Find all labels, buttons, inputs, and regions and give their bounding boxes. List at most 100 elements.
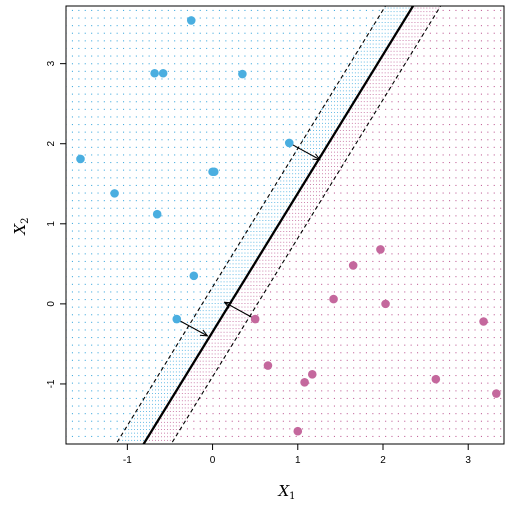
margin-dot <box>187 378 189 380</box>
margin-dot <box>161 439 162 441</box>
margin-dot <box>304 140 305 142</box>
margin-dot <box>220 274 222 276</box>
grid-dot <box>91 435 93 437</box>
grid-dot <box>442 222 444 224</box>
margin-dot <box>250 288 252 290</box>
margin-dot <box>274 212 276 214</box>
grid-dot <box>378 344 380 346</box>
grid-dot <box>493 306 495 308</box>
margin-dot <box>319 166 320 167</box>
grid-dot <box>97 9 99 11</box>
margin-dot <box>167 371 168 373</box>
grid-dot <box>487 291 489 293</box>
margin-dot <box>137 436 138 438</box>
grid-dot <box>129 230 131 232</box>
grid-dot <box>218 367 220 369</box>
grid-dot <box>436 367 438 369</box>
grid-dot <box>71 352 73 354</box>
grid-dot <box>378 230 380 232</box>
grid-dot <box>238 413 240 415</box>
grid-dot <box>442 352 444 354</box>
grid-dot <box>257 78 259 80</box>
grid-dot <box>468 116 470 118</box>
grid-dot <box>461 405 463 407</box>
margin-dot <box>235 270 237 272</box>
grid-dot <box>91 276 93 278</box>
margin-dot <box>286 216 288 218</box>
grid-dot <box>244 124 246 126</box>
grid-dot <box>129 268 131 270</box>
margin-dot <box>169 429 171 430</box>
grid-dot <box>218 169 220 171</box>
margin-dot <box>229 346 231 348</box>
grid-dot <box>167 192 169 194</box>
grid-dot <box>429 162 431 164</box>
grid-dot <box>212 207 214 209</box>
grid-dot <box>474 222 476 224</box>
grid-dot <box>353 367 355 369</box>
grid-dot <box>423 222 425 224</box>
grid-dot <box>468 283 470 285</box>
grid-dot <box>238 382 240 384</box>
grid-dot <box>231 93 233 95</box>
grid-dot <box>206 63 208 65</box>
margin-dot <box>208 364 210 366</box>
grid-dot <box>372 192 374 194</box>
grid-dot <box>500 337 502 339</box>
grid-dot <box>295 124 297 126</box>
margin-dot <box>205 331 207 333</box>
grid-dot <box>302 93 304 95</box>
grid-dot <box>161 344 163 346</box>
grid-dot <box>359 200 361 202</box>
grid-dot <box>276 420 278 422</box>
grid-dot <box>449 192 451 194</box>
grid-dot <box>270 337 272 339</box>
margin-dot <box>283 191 285 193</box>
grid-dot <box>186 169 188 171</box>
margin-dot <box>193 396 195 398</box>
grid-dot <box>365 314 367 316</box>
grid-dot <box>449 405 451 407</box>
grid-dot <box>180 329 182 331</box>
grid-dot <box>225 17 227 19</box>
grid-dot <box>302 314 304 316</box>
grid-dot <box>385 230 387 232</box>
grid-dot <box>295 131 297 133</box>
grid-dot <box>308 238 310 240</box>
grid-dot <box>91 86 93 88</box>
margin-dot <box>208 306 210 308</box>
grid-dot <box>487 124 489 126</box>
margin-dot <box>184 335 186 337</box>
grid-dot <box>493 435 495 437</box>
margin-dot <box>286 252 288 254</box>
margin-dot <box>167 385 168 387</box>
margin-dot <box>172 414 174 416</box>
grid-dot <box>487 215 489 217</box>
grid-dot <box>378 382 380 384</box>
margin-dot <box>247 234 249 236</box>
margin-dot <box>199 313 201 315</box>
margin-dot <box>241 292 243 294</box>
grid-dot <box>423 63 425 65</box>
grid-dot <box>391 200 393 202</box>
grid-dot <box>321 397 323 399</box>
margin-dot <box>226 310 228 312</box>
grid-dot <box>423 154 425 156</box>
grid-dot <box>116 162 118 164</box>
grid-dot <box>289 25 291 27</box>
grid-dot <box>423 283 425 285</box>
grid-dot <box>385 154 387 156</box>
grid-dot <box>257 86 259 88</box>
grid-dot <box>167 108 169 110</box>
grid-dot <box>71 435 73 437</box>
margin-dot <box>187 385 189 387</box>
grid-dot <box>410 101 412 103</box>
grid-dot <box>365 154 367 156</box>
margin-dot <box>283 256 285 258</box>
margin-dot <box>238 267 240 268</box>
grid-dot <box>155 230 157 232</box>
grid-dot <box>423 116 425 118</box>
grid-dot <box>270 116 272 118</box>
margin-dot <box>229 342 231 344</box>
grid-dot <box>321 222 323 224</box>
